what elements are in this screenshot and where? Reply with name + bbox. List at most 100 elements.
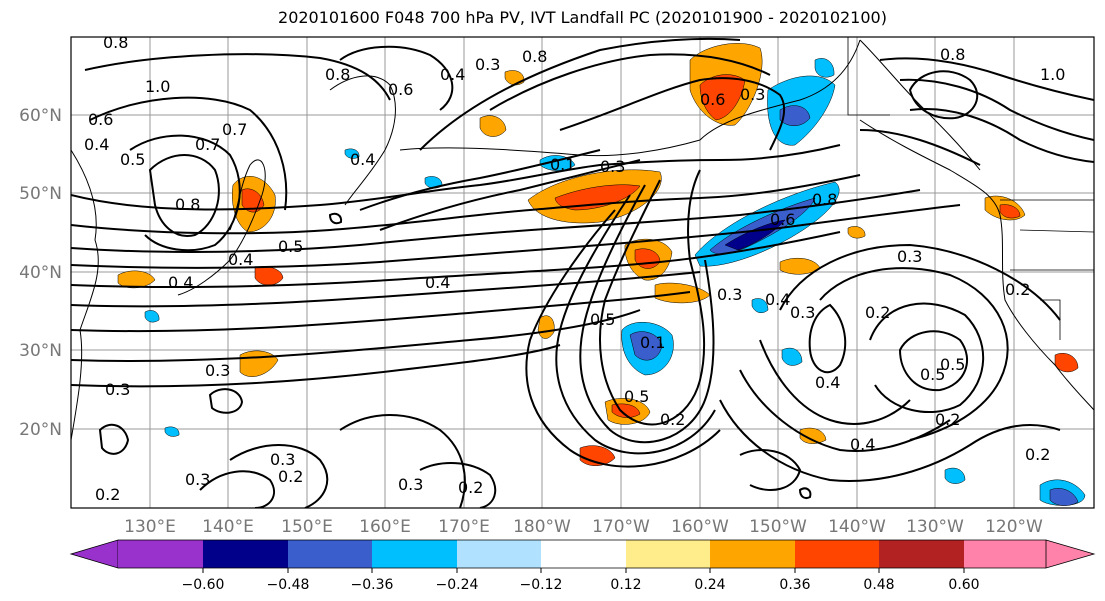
pv-blob bbox=[699, 74, 746, 121]
colorbar-bin bbox=[879, 540, 964, 568]
colorbar-tick: 0.48 bbox=[863, 577, 894, 593]
pv-blob bbox=[144, 310, 160, 323]
lon-label: 150°W bbox=[749, 517, 807, 537]
pv-positive-shading bbox=[117, 43, 1079, 466]
contour-label: 0.5 bbox=[590, 310, 615, 329]
colorbar-bin bbox=[372, 540, 457, 568]
pv-blob bbox=[814, 58, 835, 78]
contour-label: 0.2 bbox=[458, 478, 483, 497]
contour-label: 0.2 bbox=[95, 485, 120, 504]
contour-label: 0.5 bbox=[920, 365, 945, 384]
colorbar-bin bbox=[964, 540, 1046, 568]
contour-label: 0.4 bbox=[815, 373, 840, 392]
colorbar-bin bbox=[288, 540, 372, 568]
pv-blob bbox=[999, 204, 1021, 219]
latitude-labels: 60°N 50°N 40°N 30°N 20°N bbox=[19, 106, 62, 440]
pv-blob bbox=[164, 426, 180, 437]
contour-label: 0.3 bbox=[740, 85, 765, 104]
pv-blob bbox=[751, 298, 769, 314]
longitude-labels: 130°E 140°E 150°E 160°E 170°E 180°W 170°… bbox=[124, 517, 1043, 537]
contour-label: 0.4 bbox=[168, 273, 193, 292]
contour-label: 0.3 bbox=[475, 55, 500, 74]
lon-label: 140°W bbox=[828, 517, 886, 537]
contour-label: 0.3 bbox=[270, 450, 295, 469]
contour-label: 0.6 bbox=[770, 210, 795, 229]
lon-label: 130°E bbox=[124, 517, 176, 537]
lat-label: 60°N bbox=[19, 106, 62, 126]
map-frame bbox=[70, 36, 1095, 509]
contour-label: 0.2 bbox=[865, 303, 890, 322]
contours bbox=[71, 37, 1094, 508]
contour-label: 0.4 bbox=[850, 435, 875, 454]
lat-label: 20°N bbox=[19, 420, 62, 440]
colorbar-tick: −0.24 bbox=[436, 577, 479, 593]
lon-label: 170°W bbox=[592, 517, 650, 537]
contour-label: 0.5 bbox=[120, 150, 145, 169]
pv-blob bbox=[781, 347, 803, 366]
contour-label: 1.0 bbox=[1040, 65, 1065, 84]
colorbar-bin bbox=[541, 540, 626, 568]
contour-label: 0.8 bbox=[940, 45, 965, 64]
contour-label: 0.6 bbox=[388, 80, 413, 99]
contour-label: 0.5 bbox=[278, 237, 303, 256]
contour-label: 0.8 bbox=[325, 65, 350, 84]
contour-label: 0.1 bbox=[640, 333, 665, 352]
pv-blob bbox=[344, 148, 360, 159]
contour-label: 1.0 bbox=[145, 77, 170, 96]
contour-label: 0.2 bbox=[660, 410, 685, 429]
coastline-kamchatka bbox=[329, 75, 396, 206]
contour-label: 0.8 bbox=[812, 190, 837, 209]
contour-label: 0.6 bbox=[88, 110, 113, 129]
contour-label: 0.4 bbox=[350, 150, 375, 169]
lon-label: 170°E bbox=[438, 517, 490, 537]
contour-labels: 0.8 1.0 0.6 0.4 0.5 0.7 0.8 0.8 0.6 0.4 … bbox=[84, 33, 1065, 504]
contour-label: 0.7 bbox=[222, 120, 247, 139]
contour-label: 0.2 bbox=[935, 410, 960, 429]
colorbar-tick: 0.36 bbox=[779, 577, 810, 593]
colorbar-bin bbox=[710, 540, 795, 568]
pv-blob bbox=[799, 427, 827, 444]
contour-label: 0.4 bbox=[228, 250, 253, 269]
pv-blob bbox=[629, 331, 663, 361]
contour-label: 0.3 bbox=[105, 380, 130, 399]
colorbar-extend-low bbox=[69, 539, 119, 569]
borders bbox=[847, 37, 1094, 340]
contour-label: 0.5 bbox=[940, 355, 965, 374]
lat-label: 40°N bbox=[19, 263, 62, 283]
coastline-north-america bbox=[859, 119, 1094, 411]
colorbar-tick: −0.48 bbox=[267, 577, 310, 593]
pv-blob bbox=[779, 105, 811, 126]
colorbar-bin bbox=[626, 540, 710, 568]
colorbar-bin bbox=[203, 540, 288, 568]
contour-label: 0.3 bbox=[205, 361, 230, 380]
pv-blob bbox=[537, 315, 555, 339]
coastline-alaska bbox=[699, 39, 861, 141]
pv-blob bbox=[944, 467, 966, 484]
colorbar-extend-high bbox=[1045, 539, 1096, 569]
colorbar-tick: 0.12 bbox=[610, 577, 641, 593]
contour-label: 0.8 bbox=[522, 47, 547, 66]
lon-label: 160°W bbox=[671, 517, 729, 537]
colorbar-tick: −0.36 bbox=[351, 577, 394, 593]
contour-label: 0.8 bbox=[103, 33, 128, 52]
contour-label: 0.4 bbox=[84, 135, 109, 154]
contour-label: 0.7 bbox=[195, 135, 220, 154]
contour-label: 0.3 bbox=[600, 157, 625, 176]
lon-label: 130°W bbox=[906, 517, 964, 537]
pv-blob bbox=[724, 219, 786, 251]
contour-label: 0.1 bbox=[550, 155, 575, 174]
pv-blob bbox=[479, 115, 507, 137]
contour-label: 0.2 bbox=[278, 467, 303, 486]
colorbar-bin bbox=[795, 540, 879, 568]
contour-label: 0.3 bbox=[185, 470, 210, 489]
lon-label: 120°W bbox=[985, 517, 1043, 537]
lon-label: 140°E bbox=[202, 517, 254, 537]
pv-negative-shading bbox=[144, 58, 1086, 506]
contour-label: 0.4 bbox=[765, 290, 790, 309]
plot-title: 2020101600 F048 700 hPa PV, IVT Landfall… bbox=[278, 8, 887, 27]
contour-label: 0.3 bbox=[897, 247, 922, 266]
contour-label: 0.4 bbox=[440, 65, 465, 84]
colorbar-tick: 0.24 bbox=[694, 577, 725, 593]
lon-label: 150°E bbox=[281, 517, 333, 537]
